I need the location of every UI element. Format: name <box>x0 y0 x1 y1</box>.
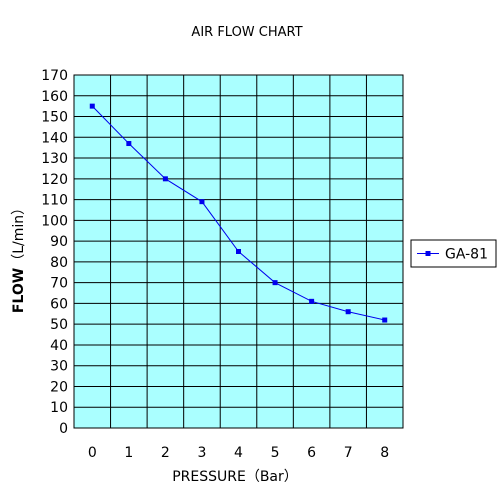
legend-marker-swatch <box>425 251 431 256</box>
x-tick-label: 8 <box>380 445 389 461</box>
legend: GA-81 <box>410 239 497 268</box>
legend-label: GA-81 <box>445 247 488 263</box>
y-tick-label: 20 <box>50 379 68 395</box>
x-axis-title: PRESSURE（Bar） <box>172 469 298 485</box>
y-tick-label: 150 <box>41 110 68 126</box>
x-tick-label: 4 <box>234 445 243 461</box>
x-tick-label: 6 <box>307 445 316 461</box>
y-tick-label: 160 <box>41 89 68 105</box>
y-axis-ticks: 0 10 20 30 40 50 60 70 80 90 100 110 120 130 140 150 160… <box>41 68 68 437</box>
y-tick-label: 50 <box>50 317 68 333</box>
x-tick-label: 1 <box>124 445 133 461</box>
y-tick-label: 100 <box>41 213 68 229</box>
chart-title: AIR FLOW CHART <box>191 25 302 40</box>
data-point <box>89 103 95 109</box>
y-tick-label: 40 <box>50 338 68 354</box>
y-tick-label: 0 <box>59 421 68 437</box>
y-axis-title-unit: （L/min） <box>11 201 27 268</box>
y-tick-label: 130 <box>41 151 68 167</box>
y-tick-label: 110 <box>41 193 68 209</box>
series-layer <box>89 103 388 323</box>
y-axis-title-main: FLOW <box>11 268 27 313</box>
y-tick-label: 70 <box>50 276 68 292</box>
data-point <box>345 309 351 315</box>
data-point <box>236 249 241 254</box>
data-point <box>309 298 315 304</box>
x-tick-label: 7 <box>344 445 353 461</box>
y-tick-label: 10 <box>50 400 68 416</box>
data-point <box>199 199 205 205</box>
data-point <box>162 176 168 182</box>
y-tick-label: 60 <box>50 296 68 312</box>
x-axis-ticks: 0 1 2 3 4 5 6 7 8 <box>88 445 389 461</box>
y-tick-label: 140 <box>41 130 68 146</box>
y-tick-label: 30 <box>50 359 68 375</box>
data-point <box>382 317 388 323</box>
x-tick-label: 5 <box>271 445 280 461</box>
x-tick-label: 0 <box>88 445 97 461</box>
y-axis-title: FLOW（L/min） <box>11 201 27 313</box>
y-tick-label: 90 <box>50 234 68 250</box>
y-tick-label: 80 <box>50 255 68 271</box>
y-tick-label: 170 <box>41 68 68 84</box>
gridlines <box>73 74 404 429</box>
x-tick-label: 3 <box>197 445 206 461</box>
x-tick-label: 2 <box>161 445 170 461</box>
y-tick-label: 120 <box>41 172 68 188</box>
data-point <box>126 141 132 147</box>
data-point <box>272 280 278 286</box>
